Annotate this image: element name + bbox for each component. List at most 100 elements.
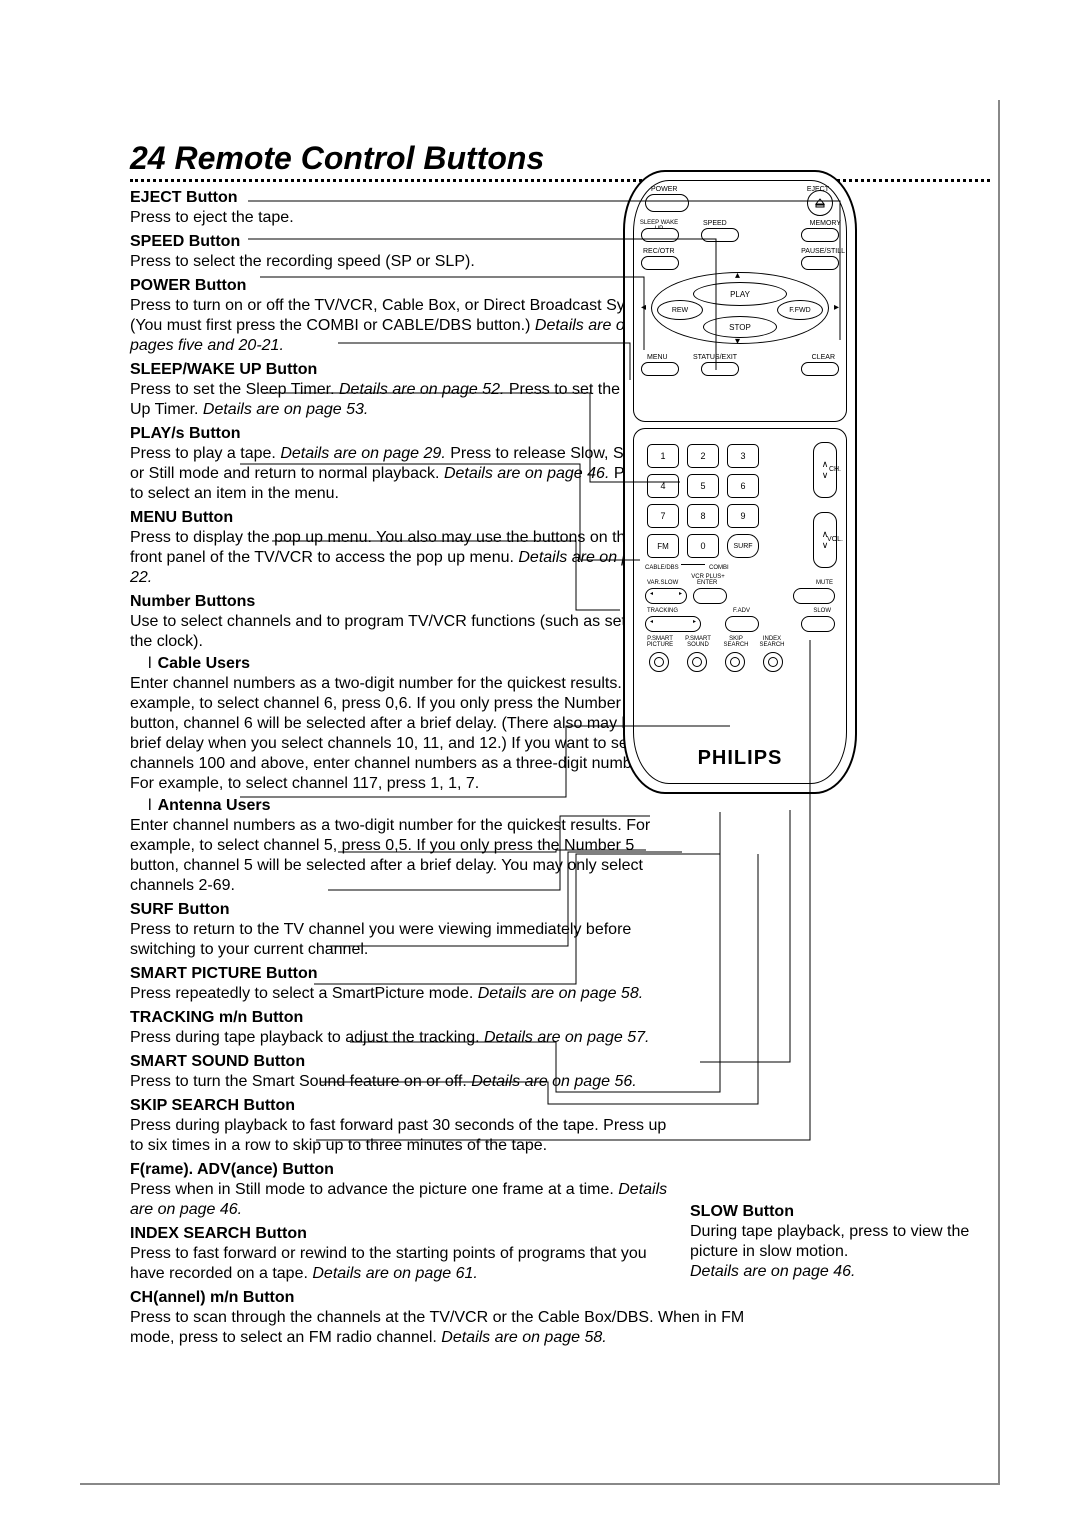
slow-d1: During tape playback, press to view the …: [690, 1223, 969, 1260]
play-remote-button[interactable]: PLAY: [693, 282, 787, 306]
clear-remote-button[interactable]: [801, 362, 839, 376]
psmartpic-tiny: P.SMART PICTURE: [643, 636, 677, 648]
enter-tiny: ENTER: [697, 580, 717, 586]
speed-label: SPEED Button: [130, 232, 670, 252]
play-i1: Details are on page 29.: [280, 445, 450, 462]
tracking-d1: Press during tape playback to adjust the…: [130, 1029, 484, 1046]
status-tiny: STATUS/EXIT: [693, 354, 737, 361]
smartsound-desc: Press to turn the Smart Sound feature on…: [130, 1072, 670, 1092]
skipsearch-tiny: SKIP SEARCH: [719, 636, 753, 648]
rew-text: REW: [672, 307, 688, 314]
slow-i1: Details are on page 46.: [690, 1263, 855, 1280]
rec-tiny: REC/OTR: [643, 248, 675, 255]
play-i2: Details are on page 46.: [444, 465, 614, 482]
number-desc: Use to select channels and to program TV…: [130, 612, 670, 652]
tracking-i1: Details are on page 57.: [484, 1029, 649, 1046]
slow-tiny: SLOW: [813, 608, 831, 614]
smartpic-remote-button[interactable]: [649, 652, 669, 672]
num-8[interactable]: 8: [687, 504, 719, 528]
num-0[interactable]: 0: [687, 534, 719, 558]
remote-illustration: POWER EJECT SLEEP WAKE UP SPEED MEMORY R…: [590, 170, 890, 794]
varslow-tiny: VAR.SLOW: [647, 580, 678, 586]
num-4[interactable]: 4: [647, 474, 679, 498]
mute-tiny: MUTE: [816, 580, 833, 586]
ch-down-icon: ∨: [822, 470, 829, 481]
surf-remote-button[interactable]: SURF: [727, 534, 759, 558]
channel-i1: Details are on page 58.: [441, 1329, 606, 1346]
stop-text: STOP: [729, 323, 751, 332]
pause-remote-button[interactable]: [801, 256, 839, 270]
smartsound-label: SMART SOUND Button: [130, 1052, 670, 1072]
num-9[interactable]: 9: [727, 504, 759, 528]
num-2[interactable]: 2: [687, 444, 719, 468]
sleep-i2: Details are on page 53.: [203, 401, 368, 418]
fadv-d1: Press when in Still mode to advance the …: [130, 1181, 618, 1198]
indexsearch-label: INDEX SEARCH Button: [130, 1224, 670, 1244]
num-6[interactable]: 6: [727, 474, 759, 498]
smartpic-d1: Press repeatedly to select a SmartPictur…: [130, 985, 478, 1002]
rew-arrow-icon: ◂: [641, 302, 646, 313]
power-label-tiny: POWER: [651, 186, 677, 193]
slow-remote-button[interactable]: [801, 616, 835, 632]
antenna-users-head: lAntenna Users: [148, 796, 670, 816]
power-remote-button[interactable]: [645, 194, 689, 212]
play-label: PLAY/s Button: [130, 424, 670, 444]
slow-desc: During tape playback, press to view the …: [690, 1222, 980, 1282]
menu-remote-button[interactable]: [641, 362, 679, 376]
slow-label: SLOW Button: [690, 1202, 980, 1222]
sleep-label: SLEEP/WAKE UP Button: [130, 360, 670, 380]
indexsearch-i1: Details are on page 61.: [312, 1265, 477, 1282]
play-desc: Press to play a tape. Details are on pag…: [130, 444, 670, 504]
stop-remote-button[interactable]: STOP: [703, 316, 777, 338]
number-label: Number Buttons: [130, 592, 670, 612]
channel-desc: Press to scan through the channels at th…: [130, 1308, 790, 1348]
rew-remote-button[interactable]: REW: [657, 300, 703, 320]
combi-tiny: COMBI: [709, 565, 729, 571]
fadv-remote-button[interactable]: [725, 616, 759, 632]
fadv-tiny: F.ADV: [733, 608, 750, 614]
eject-remote-button[interactable]: [807, 190, 833, 216]
play-text: PLAY: [730, 290, 750, 299]
smartsound-i1: Details are on page 56.: [471, 1073, 636, 1090]
slow-block: SLOW Button During tape playback, press …: [690, 1198, 980, 1284]
mute-remote-button[interactable]: [793, 588, 835, 604]
ch-up-icon: ∧: [822, 459, 829, 470]
channel-label: CH(annel) m/n Button: [130, 1288, 670, 1308]
tracking-tiny: TRACKING: [647, 608, 678, 614]
num-3[interactable]: 3: [727, 444, 759, 468]
surf-desc: Press to return to the TV channel you we…: [130, 920, 670, 960]
speed-remote-button[interactable]: [701, 228, 739, 242]
tracking-remote-button[interactable]: ◂ ▸: [645, 616, 701, 632]
fadv-label: F(rame). ADV(ance) Button: [130, 1160, 670, 1180]
ffwd-remote-button[interactable]: F.FWD: [777, 300, 823, 320]
sleep-d1: Press to set the Sleep Timer.: [130, 381, 339, 398]
clear-tiny: CLEAR: [812, 354, 835, 361]
status-remote-button[interactable]: [701, 362, 739, 376]
psmartsound-tiny: P.SMART SOUND: [681, 636, 715, 648]
varslow-remote-button[interactable]: ◂ ▸: [645, 588, 687, 604]
indexsearch-desc: Press to fast forward or rewind to the s…: [130, 1244, 670, 1284]
sleep-remote-button[interactable]: [641, 228, 679, 242]
antenna-users-head-text: Antenna Users: [158, 797, 271, 814]
menu-label: MENU Button: [130, 508, 670, 528]
num-1[interactable]: 1: [647, 444, 679, 468]
rec-remote-button[interactable]: [641, 256, 679, 270]
fm-button[interactable]: FM: [647, 534, 679, 558]
num-5[interactable]: 5: [687, 474, 719, 498]
vcrplus-remote-button[interactable]: [693, 588, 727, 604]
brand-logo: PHILIPS: [625, 747, 855, 770]
power-desc: Press to turn on or off the TV/VCR, Cabl…: [130, 296, 670, 356]
num-7[interactable]: 7: [647, 504, 679, 528]
channel-d1: Press to scan through the channels at th…: [130, 1309, 744, 1346]
fadv-desc: Press when in Still mode to advance the …: [130, 1180, 670, 1220]
smartsound-d1: Press to turn the Smart Sound feature on…: [130, 1073, 471, 1090]
indexsearch-remote-button[interactable]: [763, 652, 783, 672]
smartpic-desc: Press repeatedly to select a SmartPictur…: [130, 984, 670, 1004]
tracking-desc: Press during tape playback to adjust the…: [130, 1028, 670, 1048]
skipsearch-label: SKIP SEARCH Button: [130, 1096, 670, 1116]
play-d1: Press to play a tape.: [130, 445, 280, 462]
memory-tiny: MEMORY: [810, 220, 841, 227]
skipsearch-remote-button[interactable]: [725, 652, 745, 672]
memory-remote-button[interactable]: [801, 228, 839, 242]
smartsound-remote-button[interactable]: [687, 652, 707, 672]
